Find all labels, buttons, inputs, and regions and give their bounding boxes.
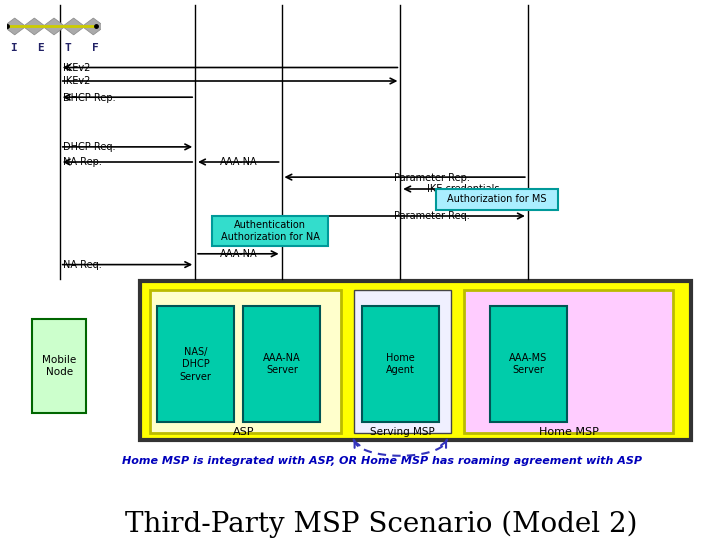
FancyBboxPatch shape — [32, 319, 86, 413]
Text: Authentication
Authorization for NA: Authentication Authorization for NA — [220, 220, 320, 242]
Text: AAA-NA: AAA-NA — [220, 157, 257, 167]
FancyBboxPatch shape — [150, 290, 341, 433]
Polygon shape — [82, 18, 104, 35]
Text: DHCP Req.: DHCP Req. — [63, 142, 116, 152]
Text: Home MSP: Home MSP — [539, 427, 599, 437]
Text: NAS/
DHCP
Server: NAS/ DHCP Server — [179, 347, 212, 382]
FancyBboxPatch shape — [490, 306, 567, 422]
FancyBboxPatch shape — [212, 216, 328, 246]
Text: Third-Party MSP Scenario (Model 2): Third-Party MSP Scenario (Model 2) — [125, 510, 638, 538]
Text: I   E   T   F: I E T F — [11, 43, 99, 53]
Text: ASP: ASP — [233, 427, 254, 437]
FancyBboxPatch shape — [243, 306, 320, 422]
Text: Authorization for MS: Authorization for MS — [447, 194, 546, 204]
Text: Home MSP is integrated with ASP, OR Home MSP has roaming agreement with ASP: Home MSP is integrated with ASP, OR Home… — [122, 456, 642, 467]
Text: Mobile
Node: Mobile Node — [42, 355, 76, 377]
FancyBboxPatch shape — [157, 306, 234, 422]
Polygon shape — [63, 18, 85, 35]
Text: NA Rep.: NA Rep. — [63, 157, 102, 167]
Text: Home
Agent: Home Agent — [386, 353, 415, 375]
Text: Serving MSP: Serving MSP — [370, 427, 435, 437]
Text: AAA-NA
Server: AAA-NA Server — [263, 353, 301, 375]
Text: AAA-MS
Server: AAA-MS Server — [509, 353, 547, 375]
Text: Parameter Rep.: Parameter Rep. — [394, 172, 470, 183]
FancyBboxPatch shape — [436, 189, 558, 210]
Text: NA Req.: NA Req. — [63, 260, 102, 270]
FancyBboxPatch shape — [140, 281, 691, 440]
Text: IKEv2: IKEv2 — [63, 76, 91, 86]
Polygon shape — [4, 18, 26, 35]
FancyBboxPatch shape — [354, 290, 451, 433]
Text: Parameter Req.: Parameter Req. — [394, 211, 470, 221]
FancyBboxPatch shape — [464, 290, 673, 433]
Polygon shape — [23, 18, 45, 35]
Text: IKEv2: IKEv2 — [63, 63, 91, 73]
Polygon shape — [42, 18, 66, 35]
Text: DHCP Rep.: DHCP Rep. — [63, 92, 116, 103]
FancyBboxPatch shape — [362, 306, 439, 422]
Text: AAA-NA: AAA-NA — [220, 249, 257, 259]
Text: IKE credentials: IKE credentials — [428, 184, 500, 194]
